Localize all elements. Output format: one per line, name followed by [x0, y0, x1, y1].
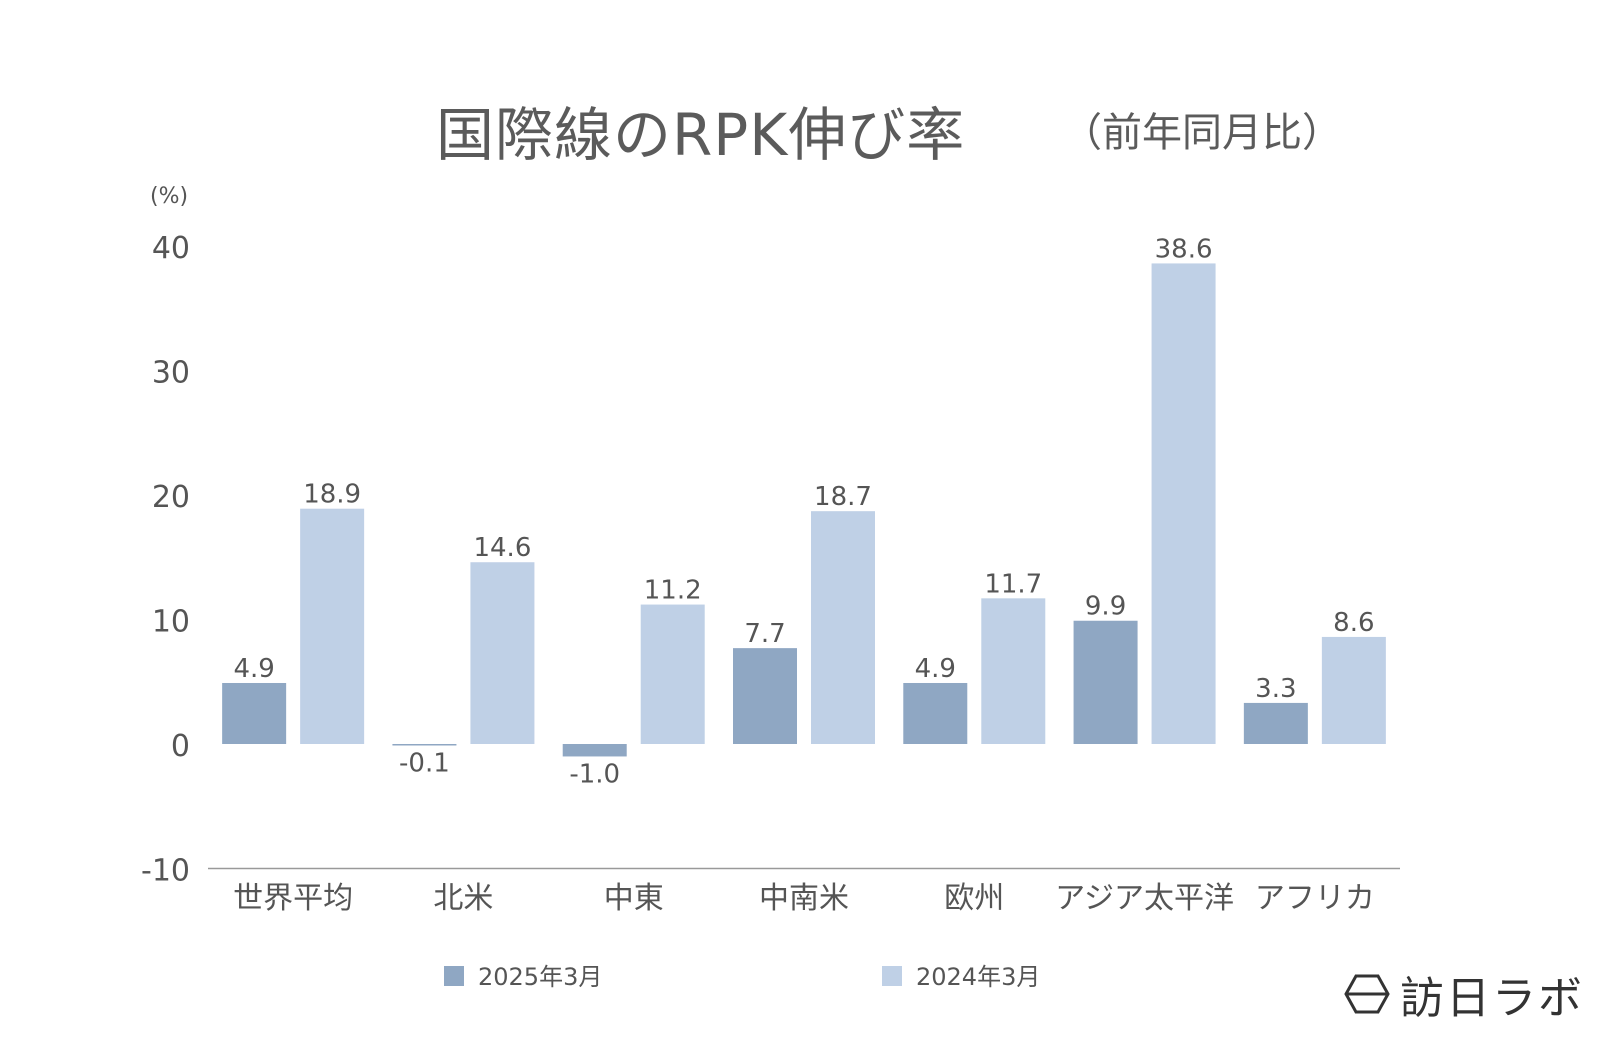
data-label: 18.9	[303, 480, 361, 510]
bar	[811, 511, 875, 744]
y-tick-label: 10	[152, 605, 190, 640]
bar	[470, 562, 535, 744]
x-tick-label: 中東	[604, 881, 664, 916]
data-label: 38.6	[1155, 234, 1213, 264]
brand-name: 訪日ラボ	[1400, 973, 1584, 1024]
data-label: 3.3	[1255, 674, 1296, 704]
data-label: 8.6	[1333, 608, 1374, 638]
chart-title: 国際線のRPK伸び率	[436, 101, 966, 169]
bar	[1321, 636, 1386, 744]
bar	[562, 744, 627, 757]
y-tick-label: 0	[171, 729, 190, 764]
bar	[640, 604, 705, 744]
legend-swatch	[882, 966, 902, 986]
x-tick-label: 中南米	[759, 881, 849, 916]
brand-logo: 訪日ラボ	[1344, 962, 1584, 1026]
x-tick-label: アジア太平洋	[1055, 881, 1234, 916]
y-axis-unit-label: (%)	[150, 184, 188, 209]
chart-subtitle: （前年同月比）	[1062, 110, 1342, 156]
bar	[903, 682, 968, 744]
bar	[392, 744, 457, 746]
legend-swatch	[444, 966, 464, 986]
data-label: 9.9	[1085, 592, 1126, 622]
y-tick-label: -10	[141, 854, 190, 889]
data-label: 4.9	[915, 654, 956, 684]
x-tick-label: アフリカ	[1255, 881, 1375, 916]
bar	[1243, 702, 1308, 744]
x-tick-label: 北米	[433, 881, 493, 916]
x-tick-label: 世界平均	[233, 881, 353, 916]
bar	[733, 648, 797, 744]
legend-label: 2024年3月	[916, 963, 1040, 991]
y-tick-label: 20	[152, 480, 190, 515]
data-label: 14.6	[473, 533, 531, 563]
data-label: -0.1	[399, 749, 450, 779]
data-label: -1.0	[569, 759, 620, 789]
legend-label: 2025年3月	[478, 963, 602, 991]
data-label: 11.7	[984, 569, 1042, 599]
bar	[222, 682, 287, 744]
hexagon-logo-icon	[1344, 974, 1390, 1014]
data-label: 4.9	[233, 654, 274, 684]
y-tick-label: 30	[152, 356, 190, 391]
data-label: 11.2	[644, 576, 702, 606]
data-label: 18.7	[814, 482, 872, 512]
bar	[981, 598, 1046, 744]
bar	[1073, 620, 1138, 744]
x-tick-label: 欧州	[944, 881, 1004, 916]
bar	[1151, 263, 1216, 744]
bar	[300, 508, 365, 744]
data-label: 7.7	[744, 619, 785, 649]
y-tick-label: 40	[152, 231, 190, 266]
